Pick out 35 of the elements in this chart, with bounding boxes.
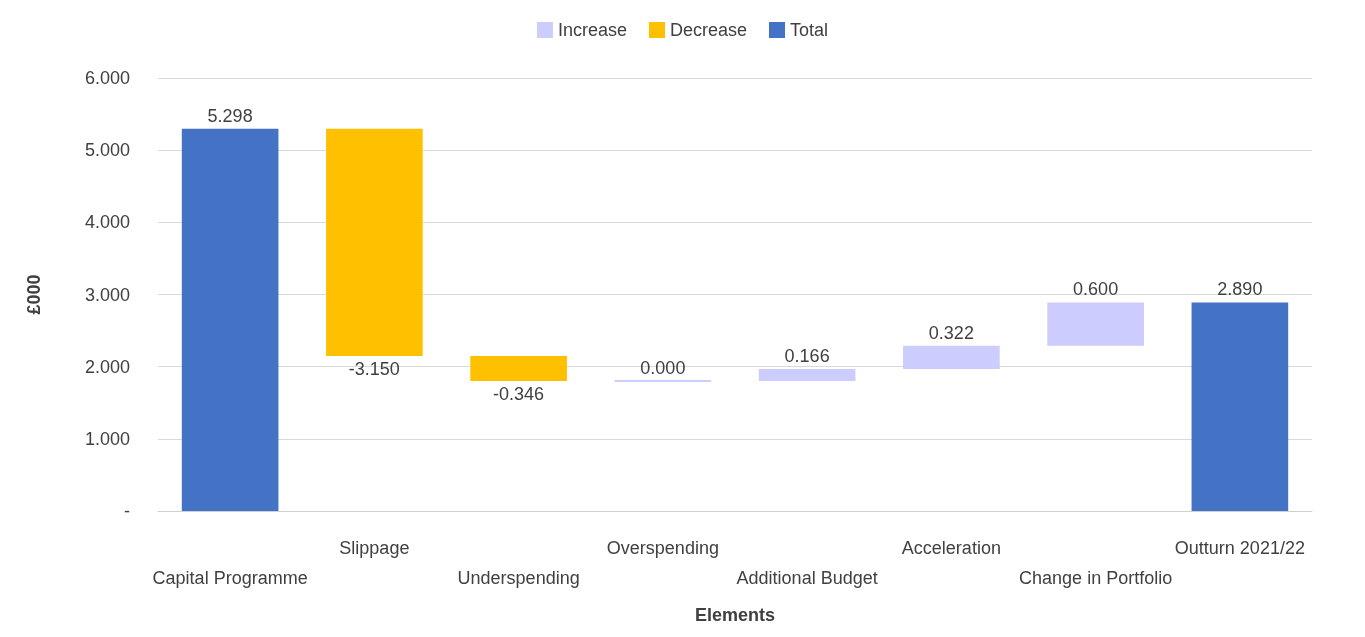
data-label: 0.000 [640,357,686,378]
bar [326,128,423,356]
bar [758,368,856,381]
x-tick-label: Capital Programme [152,568,308,588]
y-tick-label: 4.000 [84,212,130,233]
bar [181,128,279,511]
data-label: -3.150 [348,358,400,379]
data-label: 0.322 [928,322,974,343]
legend-label: Decrease [669,20,748,40]
x-tick-label: Slippage [339,538,410,558]
legend-label: Increase [557,20,627,40]
data-label: -0.346 [493,383,545,404]
bar [470,355,567,381]
x-tick-label: Underspending [457,568,580,588]
bar [1047,302,1144,346]
x-tick-label: Overspending [606,538,719,558]
y-tick-label: 1.000 [84,428,130,449]
data-label: 2.890 [1217,279,1263,300]
y-tick-label: 6.000 [84,68,130,88]
x-tick-label: Acceleration [901,538,1001,558]
y-tick-label: 3.000 [84,284,130,305]
y-axis-title: £000 [24,274,44,315]
legend-label: Total [790,20,829,40]
x-tick-label: Additional Budget [736,568,878,588]
data-label: 0.166 [784,345,830,366]
bar [1191,302,1289,511]
x-tick-label: Change in Portfolio [1019,568,1173,588]
y-tick-label: 5.000 [84,140,130,161]
x-tick-label: Outturn 2021/22 [1174,538,1305,558]
y-tick-label: - [124,501,130,521]
data-label: 0.600 [1073,279,1119,300]
y-tick-label: 2.000 [84,356,130,377]
x-axis-title: Elements [694,605,776,625]
bar [903,345,1000,369]
data-label: 5.298 [207,105,253,126]
